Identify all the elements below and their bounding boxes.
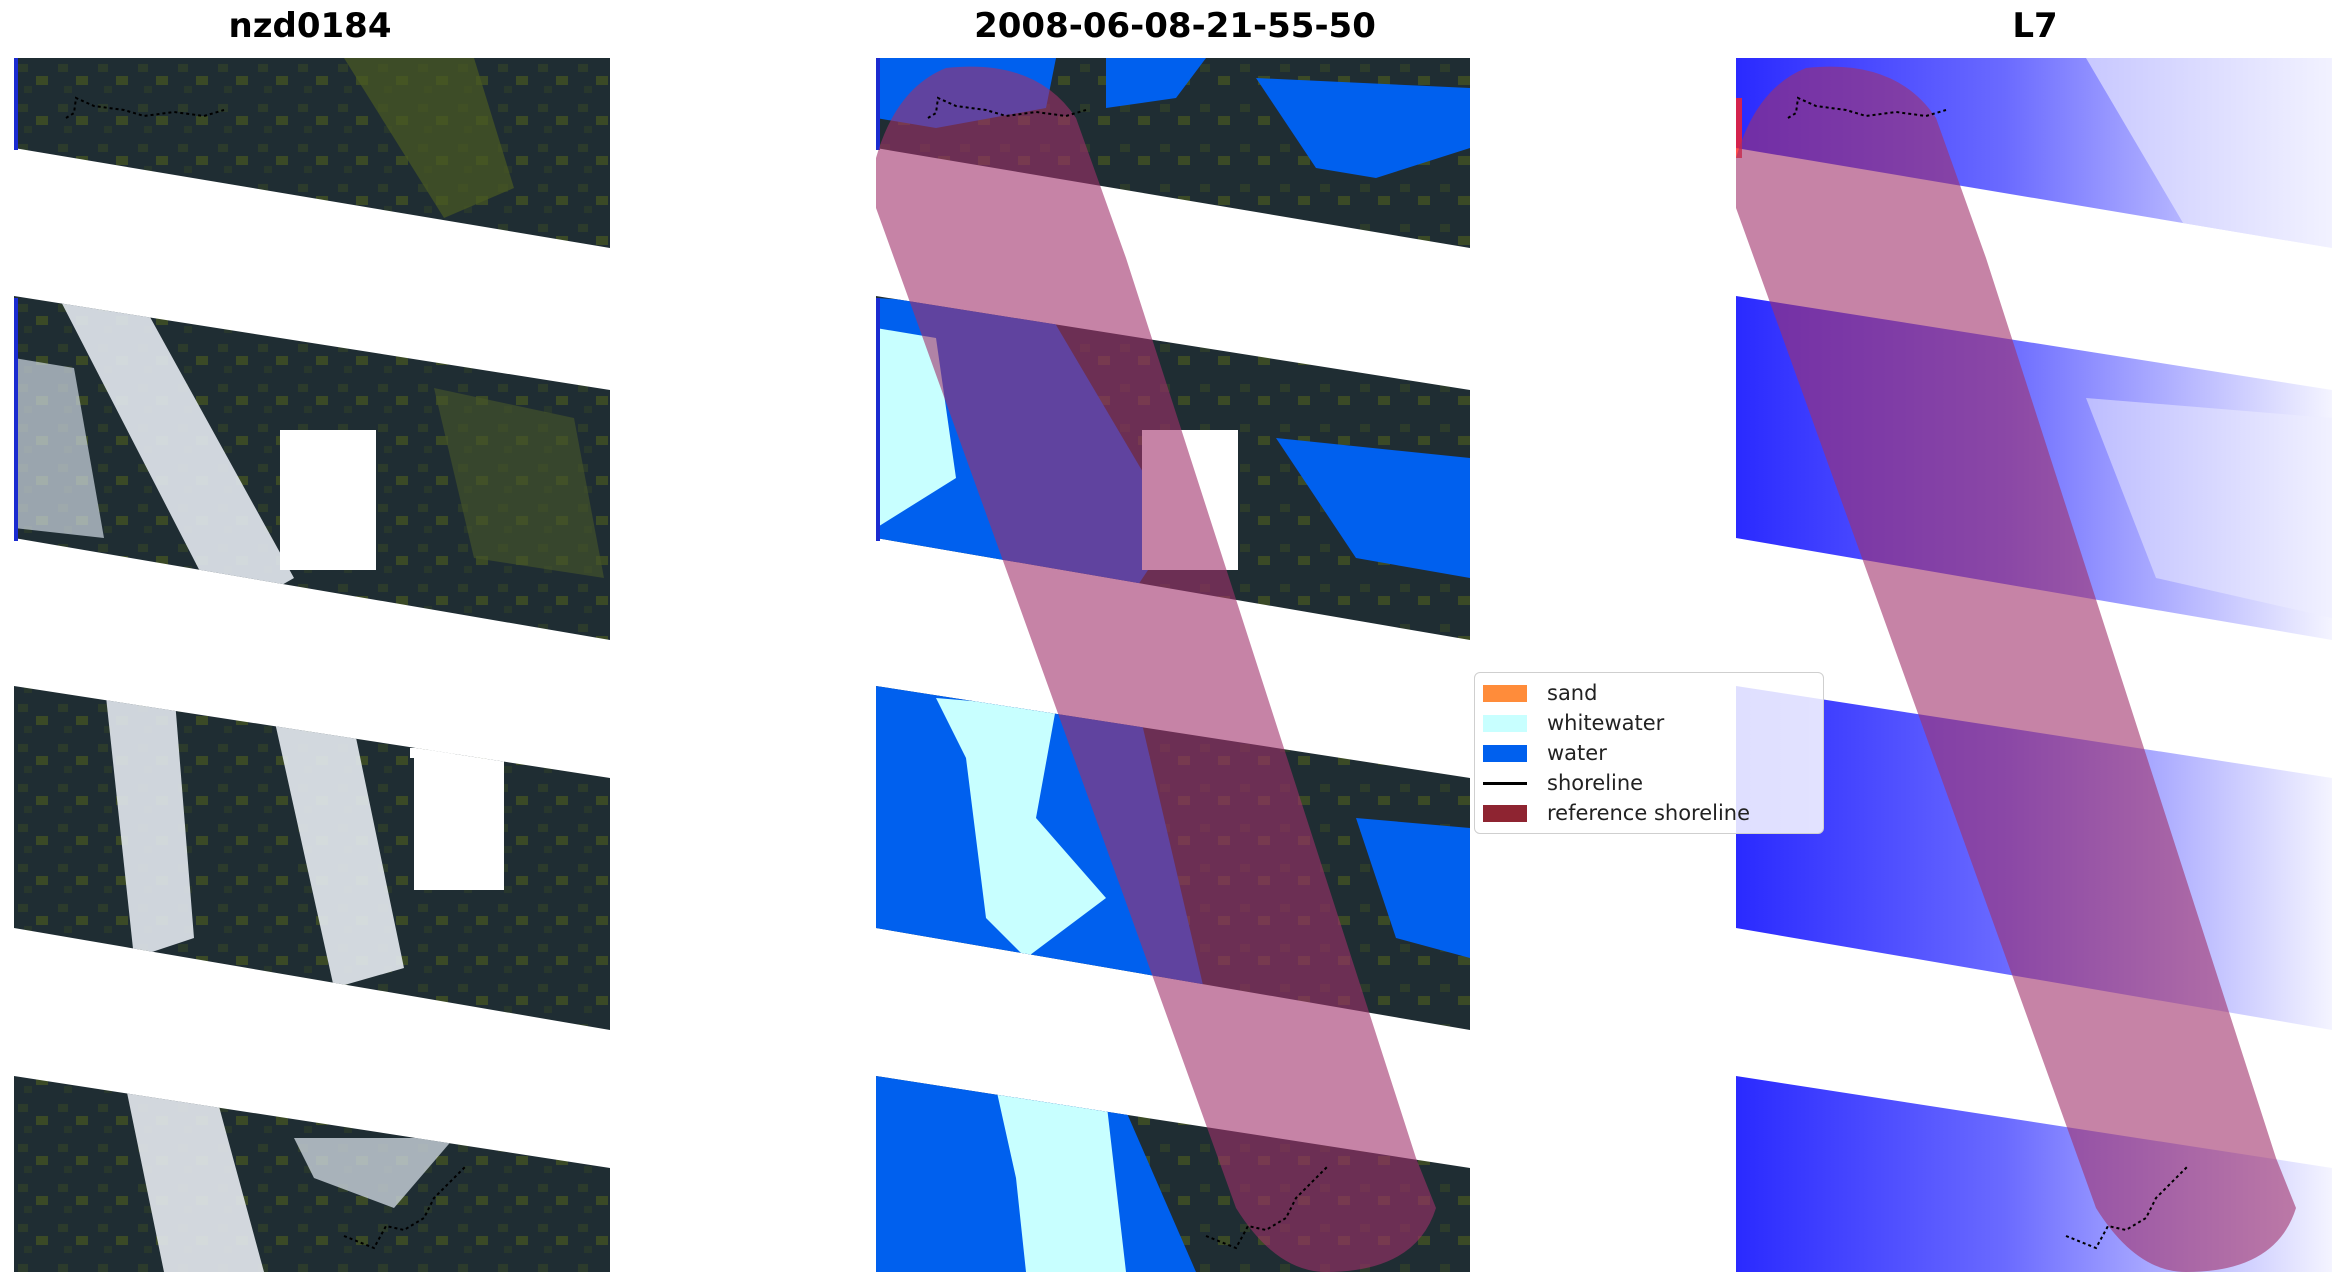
reference-shoreline-buffer xyxy=(876,66,1436,1272)
index-panel xyxy=(1736,58,2332,1272)
legend-label: reference shoreline xyxy=(1547,801,1751,825)
shoreline-south xyxy=(2065,1165,2189,1250)
legend-item-shoreline: shoreline xyxy=(1483,769,1643,797)
rgb-image-strips xyxy=(14,58,610,1272)
reference-shoreline-swatch xyxy=(1483,804,1527,822)
legend-item-sand: sand xyxy=(1483,679,1597,707)
legend-label: water xyxy=(1547,741,1607,765)
center-panel-title: 2008-06-08-21-55-50 xyxy=(974,6,1376,46)
shoreline-north xyxy=(927,96,1087,119)
shoreline-swatch xyxy=(1483,781,1527,785)
shoreline-north xyxy=(65,96,225,119)
reference-shoreline-buffer xyxy=(1736,66,2296,1272)
legend-item-whitewater: whitewater xyxy=(1483,709,1664,737)
sand-swatch xyxy=(1483,684,1527,702)
whitewater-swatch xyxy=(1483,714,1527,732)
rgb-image-panel xyxy=(14,58,610,1272)
legend-item-water: water xyxy=(1483,739,1607,767)
shoreline-south xyxy=(343,1165,467,1250)
shoreline-north xyxy=(1787,96,1947,119)
legend-label: shoreline xyxy=(1547,771,1644,795)
legend: sand whitewater water shoreline referenc… xyxy=(1474,672,1824,834)
shoreline-south xyxy=(1205,1165,1329,1250)
legend-item-reference-shoreline: reference shoreline xyxy=(1483,799,1750,827)
left-panel-title: nzd0184 xyxy=(228,6,392,46)
legend-label: whitewater xyxy=(1547,711,1665,735)
right-panel-title: L7 xyxy=(2012,6,2058,46)
classification-panel xyxy=(876,58,1470,1272)
legend-label: sand xyxy=(1547,681,1598,705)
water-swatch xyxy=(1483,744,1527,762)
